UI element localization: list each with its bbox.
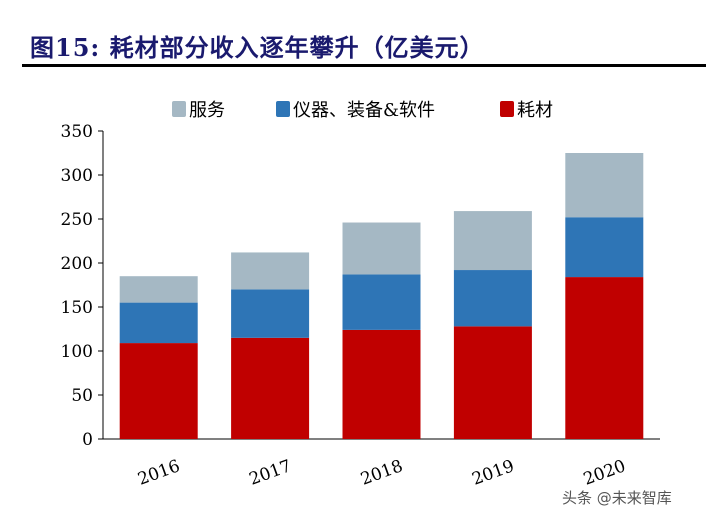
y-tick-label: 300 [61, 166, 93, 186]
bar-2017-仪器、装备&软件 [231, 289, 310, 338]
x-tick-label: 2020 [581, 456, 628, 490]
legend-label: 服务 [189, 100, 225, 121]
title-divider [22, 64, 706, 67]
bar-2017-服务 [231, 252, 310, 290]
bar-2018-仪器、装备&软件 [342, 274, 421, 330]
bar-2016-服务 [119, 276, 198, 303]
x-tick-label: 2016 [135, 456, 182, 490]
y-tick-label: 50 [71, 386, 93, 406]
y-tick-label: 150 [61, 298, 93, 318]
bar-2019-耗材 [453, 326, 532, 439]
bar-2017-耗材 [231, 337, 310, 439]
y-tick-label: 100 [61, 342, 93, 362]
x-tick-label: 2018 [358, 456, 405, 490]
chart-title: 图15: 耗材部分收入逐年攀升（亿美元） [30, 33, 485, 62]
legend-swatch [500, 101, 514, 117]
y-tick-label: 200 [61, 254, 93, 274]
watermark: 头条 @未来智库 [562, 489, 672, 507]
bar-2018-耗材 [342, 329, 421, 439]
x-tick-label: 2019 [469, 456, 516, 490]
legend-swatch [276, 101, 290, 117]
bar-2018-服务 [342, 222, 421, 275]
bar-2020-仪器、装备&软件 [565, 217, 644, 278]
legend-label: 仪器、装备&软件 [293, 100, 435, 121]
y-tick-label: 350 [61, 122, 93, 142]
bar-2019-仪器、装备&软件 [453, 270, 532, 327]
y-tick-label: 250 [61, 210, 93, 230]
bar-2019-服务 [453, 211, 532, 271]
y-tick-label: 0 [82, 430, 93, 450]
bar-2016-仪器、装备&软件 [119, 302, 198, 344]
bar-2020-服务 [565, 153, 644, 218]
legend-swatch [172, 101, 186, 117]
legend-label: 耗材 [517, 100, 553, 121]
bar-2016-耗材 [119, 343, 198, 439]
x-tick-label: 2017 [247, 456, 294, 490]
bar-2020-耗材 [565, 277, 644, 439]
